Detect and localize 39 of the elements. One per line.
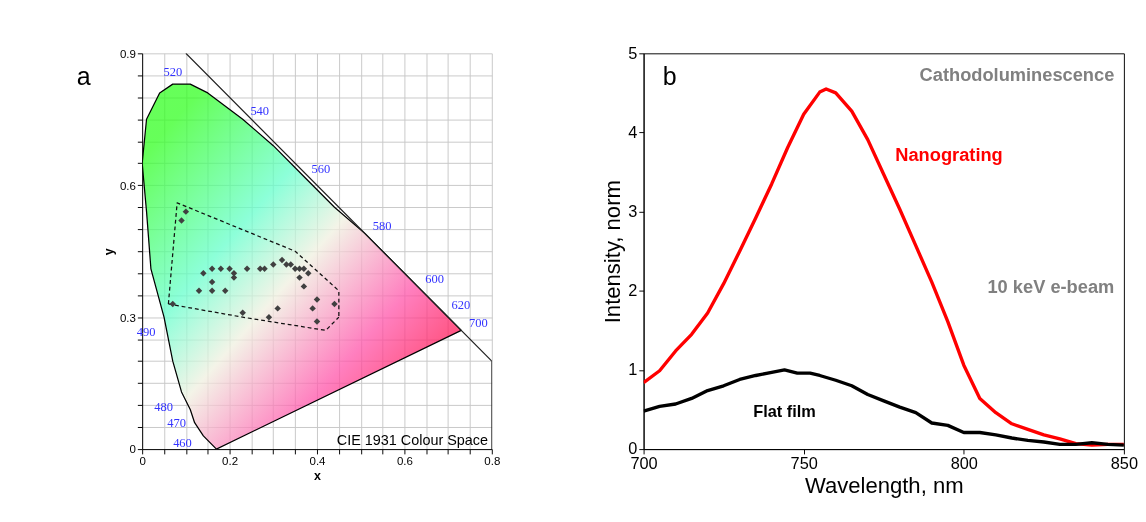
- annotation: 560: [311, 161, 331, 176]
- y-tick-label: 5: [628, 43, 638, 62]
- x-tick-label: 850: [1110, 453, 1139, 472]
- text: a: [76, 62, 91, 91]
- y-tick-label: 2: [628, 281, 638, 300]
- annotation: 520: [163, 65, 183, 80]
- y-tick-label: 4: [628, 122, 638, 141]
- series-label: Flat film: [753, 402, 816, 421]
- annotation: 580: [372, 218, 392, 233]
- annotation: 480: [154, 400, 173, 415]
- y-tick-label: 1: [628, 360, 638, 379]
- annotation: b: [662, 62, 677, 91]
- annotation: 700: [468, 315, 488, 330]
- annotation: 470: [167, 415, 186, 430]
- y-tick-label: 0.9: [119, 47, 136, 60]
- y-tick-label: 0: [129, 443, 136, 456]
- series-label: Nanograting: [895, 143, 1003, 165]
- y-axis-title: Intensity, norm: [599, 180, 625, 324]
- annotation: Cathodoluminescence: [919, 64, 1115, 86]
- x-axis-title: x: [314, 469, 322, 484]
- annotation: CIE 1931 Colour Space: [336, 432, 488, 449]
- x-tick-label: 0.8: [484, 454, 501, 467]
- x-tick-label: 0.2: [222, 454, 239, 467]
- x-tick-label: 0: [139, 454, 146, 467]
- annotation: 620: [451, 297, 471, 312]
- x-axis-title: Wavelength, nm: [804, 472, 964, 498]
- x-tick-label: 0.4: [309, 454, 327, 467]
- x-tick-label: 0.6: [396, 454, 413, 467]
- annotation: 460: [173, 436, 192, 451]
- annotation: 600: [425, 271, 444, 286]
- x-tick-label: 800: [950, 453, 978, 472]
- y-tick-label: 0.6: [119, 179, 136, 192]
- annotation: 10 keV e-beam: [987, 276, 1115, 298]
- annotation: 540: [250, 104, 270, 119]
- y-tick-label: 3: [628, 201, 638, 220]
- y-axis-title: y: [102, 248, 117, 256]
- x-tick-label: 750: [790, 453, 818, 472]
- x-tick-label: 700: [630, 453, 658, 472]
- y-tick-label: 0.3: [119, 311, 136, 324]
